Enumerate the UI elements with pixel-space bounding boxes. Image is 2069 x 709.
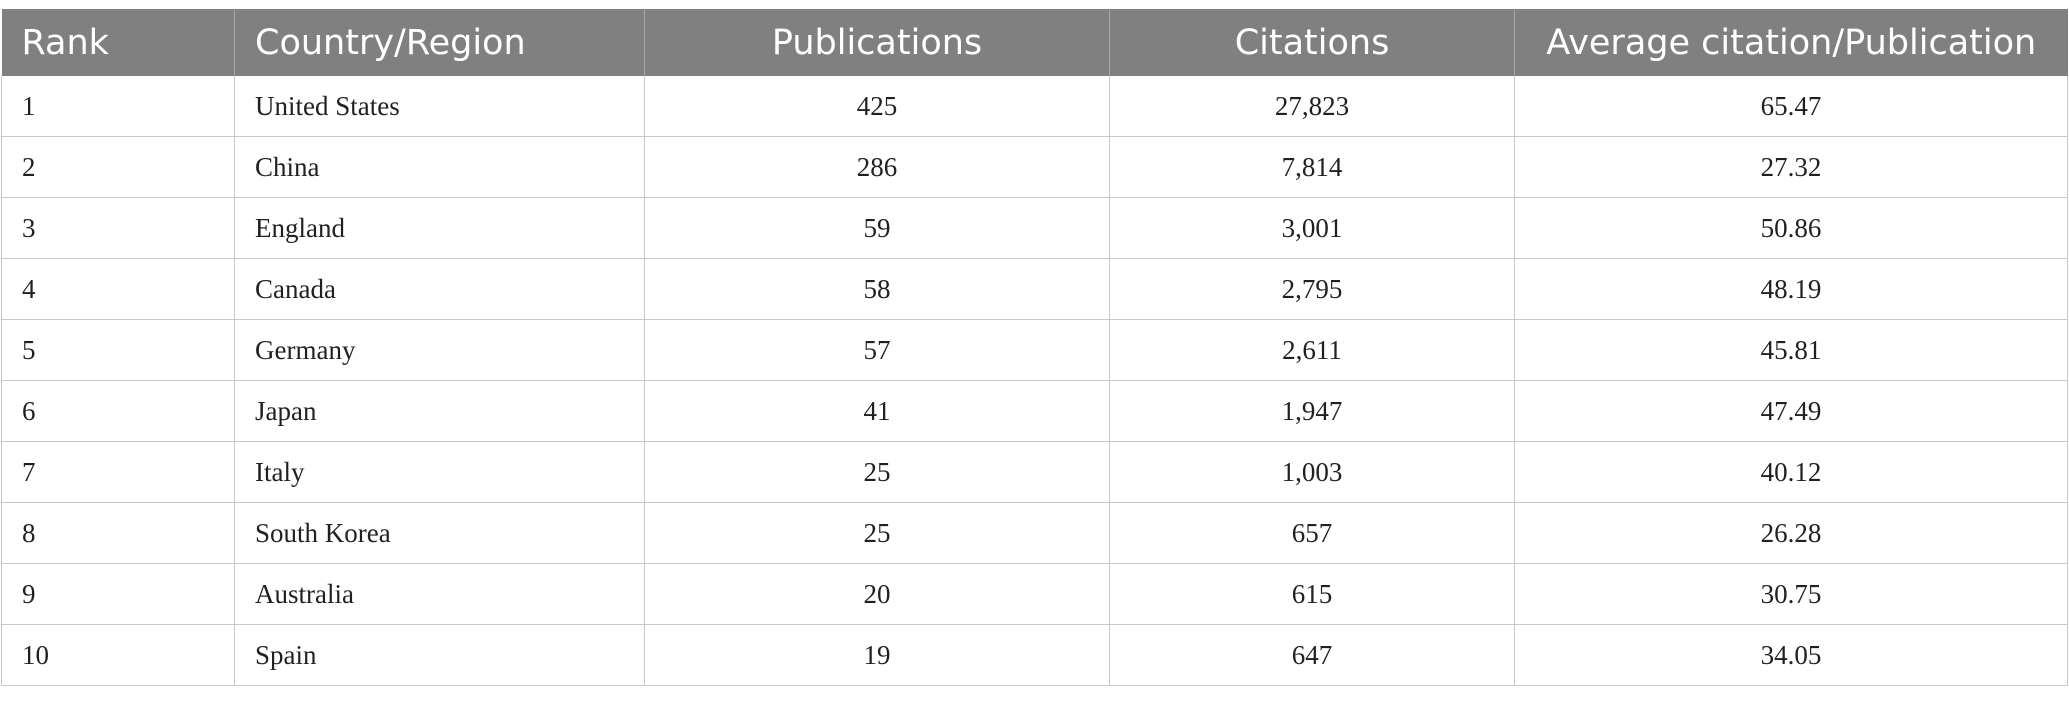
cell-publications: 57	[644, 319, 1110, 381]
cell-average-citation: 45.81	[1514, 319, 2068, 381]
cell-country-region: China	[234, 136, 645, 198]
table-row: 1 United States 425 27,823 65.47	[1, 76, 2068, 137]
cell-publications: 19	[644, 624, 1110, 686]
cell-average-citation: 27.32	[1514, 136, 2068, 198]
cell-citations: 1,947	[1109, 380, 1515, 442]
table-header: Rank Country/Region Publications Citatio…	[1, 9, 2068, 76]
cell-publications: 58	[644, 258, 1110, 320]
table-row: 3 England 59 3,001 50.86	[1, 197, 2068, 259]
cell-rank: 8	[1, 502, 235, 564]
table-row: 2 China 286 7,814 27.32	[1, 136, 2068, 198]
cell-average-citation: 48.19	[1514, 258, 2068, 320]
table-row: 9 Australia 20 615 30.75	[1, 563, 2068, 625]
cell-rank: 3	[1, 197, 235, 259]
cell-average-citation: 26.28	[1514, 502, 2068, 564]
cell-citations: 615	[1109, 563, 1515, 625]
cell-average-citation: 40.12	[1514, 441, 2068, 503]
header-average-citation: Average citation/Publication	[1514, 9, 2068, 76]
table-row: 6 Japan 41 1,947 47.49	[1, 380, 2068, 442]
cell-average-citation: 34.05	[1514, 624, 2068, 686]
cell-citations: 2,795	[1109, 258, 1515, 320]
cell-rank: 4	[1, 258, 235, 320]
cell-rank: 9	[1, 563, 235, 625]
cell-average-citation: 47.49	[1514, 380, 2068, 442]
cell-country-region: Italy	[234, 441, 645, 503]
cell-citations: 3,001	[1109, 197, 1515, 259]
table-body: 1 United States 425 27,823 65.47 2 China…	[1, 76, 2068, 686]
cell-country-region: Canada	[234, 258, 645, 320]
cell-country-region: United States	[234, 76, 645, 137]
table-row: 7 Italy 25 1,003 40.12	[1, 441, 2068, 503]
cell-average-citation: 30.75	[1514, 563, 2068, 625]
cell-publications: 25	[644, 502, 1110, 564]
country-ranking-table: Rank Country/Region Publications Citatio…	[1, 9, 2068, 686]
cell-publications: 286	[644, 136, 1110, 198]
table-row: 8 South Korea 25 657 26.28	[1, 502, 2068, 564]
cell-citations: 1,003	[1109, 441, 1515, 503]
cell-country-region: South Korea	[234, 502, 645, 564]
cell-average-citation: 50.86	[1514, 197, 2068, 259]
cell-publications: 59	[644, 197, 1110, 259]
table-row: 4 Canada 58 2,795 48.19	[1, 258, 2068, 320]
cell-rank: 10	[1, 624, 235, 686]
cell-rank: 7	[1, 441, 235, 503]
table-row: 5 Germany 57 2,611 45.81	[1, 319, 2068, 381]
cell-publications: 41	[644, 380, 1110, 442]
cell-citations: 657	[1109, 502, 1515, 564]
cell-average-citation: 65.47	[1514, 76, 2068, 137]
cell-rank: 2	[1, 136, 235, 198]
cell-country-region: Germany	[234, 319, 645, 381]
header-country-region: Country/Region	[234, 9, 645, 76]
header-row: Rank Country/Region Publications Citatio…	[1, 9, 2068, 76]
cell-country-region: Japan	[234, 380, 645, 442]
cell-citations: 7,814	[1109, 136, 1515, 198]
cell-rank: 5	[1, 319, 235, 381]
table-row: 10 Spain 19 647 34.05	[1, 624, 2068, 686]
cell-country-region: Spain	[234, 624, 645, 686]
cell-publications: 25	[644, 441, 1110, 503]
cell-publications: 20	[644, 563, 1110, 625]
cell-country-region: England	[234, 197, 645, 259]
cell-rank: 6	[1, 380, 235, 442]
cell-citations: 2,611	[1109, 319, 1515, 381]
cell-citations: 27,823	[1109, 76, 1515, 137]
cell-rank: 1	[1, 76, 235, 137]
cell-publications: 425	[644, 76, 1110, 137]
header-citations: Citations	[1109, 9, 1515, 76]
header-publications: Publications	[644, 9, 1110, 76]
cell-citations: 647	[1109, 624, 1515, 686]
header-rank: Rank	[1, 9, 235, 76]
cell-country-region: Australia	[234, 563, 645, 625]
